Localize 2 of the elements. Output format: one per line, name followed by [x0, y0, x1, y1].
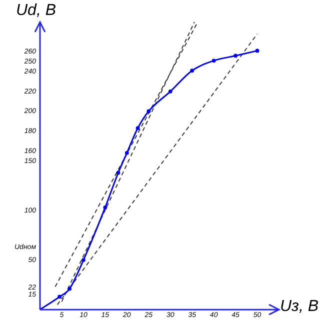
x-axis-title: Uз, B [280, 298, 319, 316]
y-axis-title: Ud, B [16, 2, 56, 20]
